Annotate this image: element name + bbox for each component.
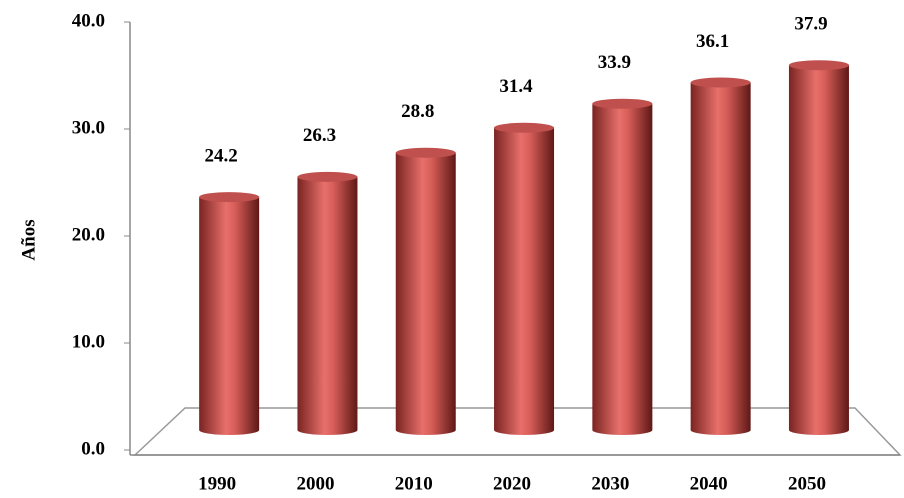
- data-label: 37.9: [794, 14, 827, 35]
- data-label: 24.2: [205, 145, 238, 166]
- y-tick-label: 40.0: [72, 10, 105, 31]
- bar: [592, 98, 653, 436]
- y-tick-label: 30.0: [72, 117, 105, 138]
- x-tick-label: 2020: [493, 473, 531, 494]
- bar-body: [592, 103, 653, 436]
- bar: [395, 147, 456, 436]
- data-label: 26.3: [303, 125, 336, 146]
- bar-cap: [494, 122, 555, 133]
- x-tick-label: 2040: [690, 473, 728, 494]
- bar-cap: [395, 147, 456, 158]
- bar: [297, 171, 358, 436]
- bar: [199, 192, 260, 435]
- x-tick-label: 2000: [296, 473, 334, 494]
- bar-body: [297, 176, 358, 436]
- bar-cap: [592, 98, 653, 109]
- y-tick-label: 10.0: [72, 331, 105, 352]
- x-tick-label: 2050: [788, 473, 826, 494]
- data-label: 31.4: [499, 76, 533, 97]
- y-axis-title: Años: [18, 219, 39, 260]
- bar: [494, 122, 555, 436]
- data-label: 28.8: [401, 101, 434, 122]
- bar-cap: [297, 171, 358, 182]
- bar: [690, 77, 751, 435]
- y-tick-label: 20.0: [72, 224, 105, 245]
- x-tick-label: 2010: [395, 473, 433, 494]
- data-label: 36.1: [696, 31, 729, 52]
- y-tick-label: 0.0: [81, 438, 105, 459]
- data-label: 33.9: [598, 52, 631, 73]
- x-tick-label: 2030: [591, 473, 629, 494]
- bar: [788, 60, 849, 436]
- bar-body: [690, 82, 751, 435]
- bar-cap: [199, 192, 260, 203]
- x-tick-label: 1990: [198, 473, 236, 494]
- bar-body: [395, 152, 456, 436]
- bar-cap: [690, 77, 751, 88]
- bar-body: [494, 127, 555, 436]
- bar-cap: [788, 60, 849, 71]
- bar-body: [788, 65, 849, 436]
- bar-body: [199, 197, 260, 435]
